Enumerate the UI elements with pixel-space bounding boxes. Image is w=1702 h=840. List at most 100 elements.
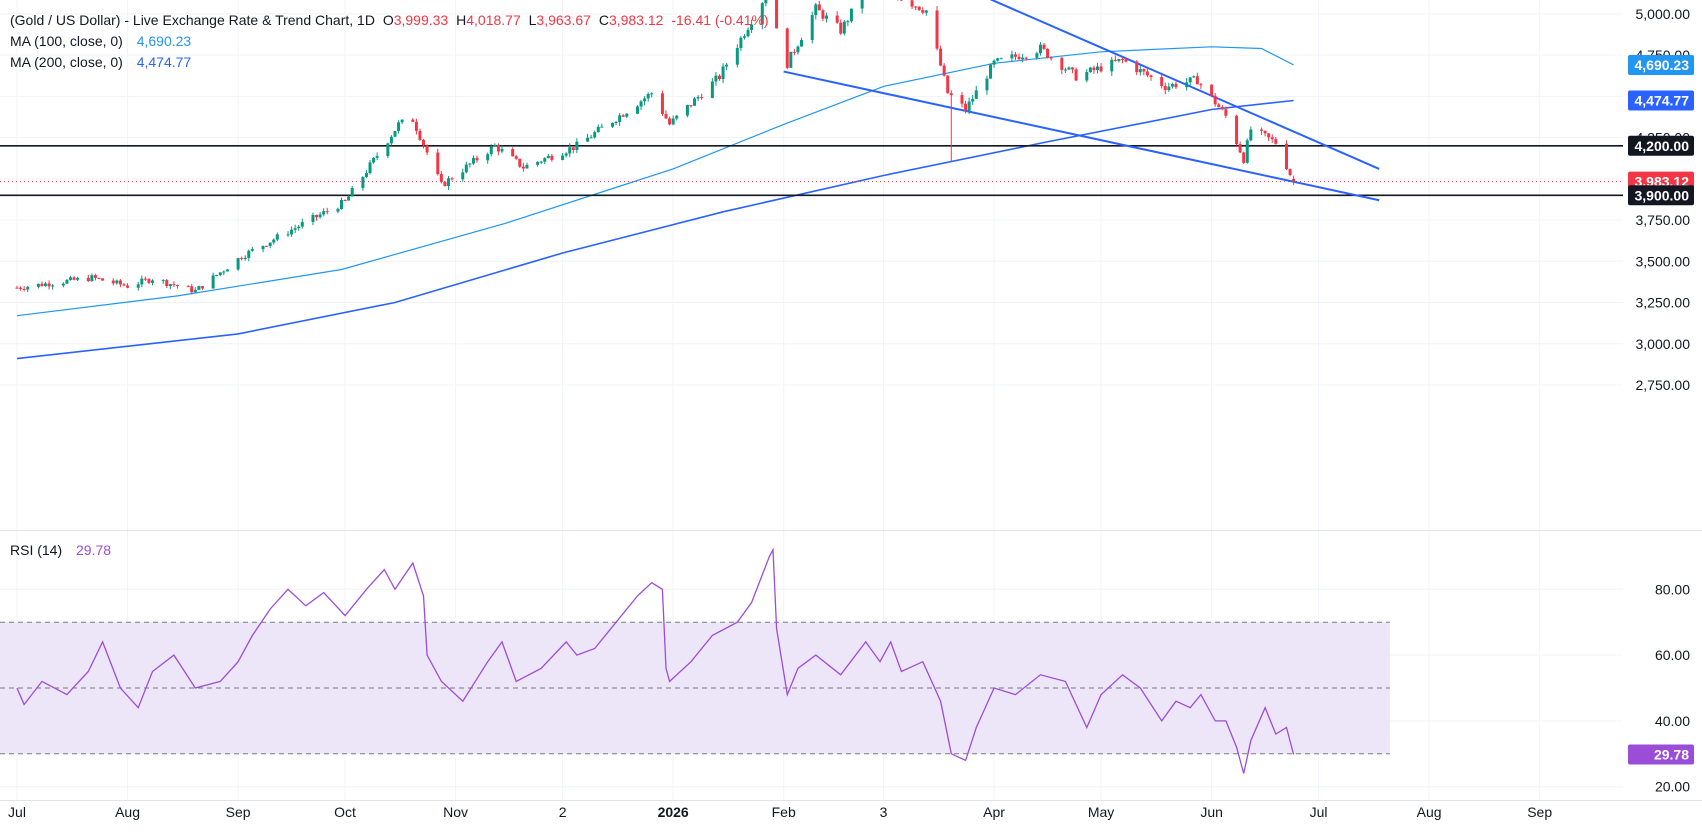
rsi-y-tick-label: 80.00 (1655, 581, 1690, 597)
candle-body (90, 275, 93, 281)
candle-body (722, 66, 725, 79)
candle-body (572, 147, 575, 150)
rsi-y-tick-label: 40.00 (1655, 713, 1690, 729)
candle-body (215, 275, 218, 276)
candle-body (675, 116, 678, 119)
candle-body (1114, 60, 1117, 61)
chart-title: (Gold / US Dollar) - Live Exchange Rate … (10, 12, 375, 28)
candle-body (611, 123, 614, 127)
candlesticks (16, 0, 1296, 294)
ma100-legend: MA (100, close, 0) 4,690.23 (10, 33, 195, 49)
candle-body (540, 162, 543, 163)
candle-body (1224, 109, 1227, 115)
candle-body (426, 145, 429, 152)
candle-body (1025, 58, 1028, 59)
candle-body (162, 280, 165, 281)
candle-body (1021, 58, 1024, 59)
candle-body (1046, 49, 1049, 58)
candle-body (590, 137, 593, 138)
candle-body (971, 99, 974, 102)
candle-body (597, 127, 600, 132)
candle-body (921, 10, 924, 13)
candle-body (861, 0, 864, 9)
candle-body (789, 52, 792, 68)
candle-body (1199, 84, 1202, 85)
candle-body (436, 152, 439, 174)
candle-body (536, 162, 539, 165)
candle-body (936, 10, 939, 48)
ma200-value: 4,474.77 (137, 54, 192, 70)
candle-body (647, 94, 650, 98)
candle-body (194, 290, 197, 292)
rsi-label-text: 29.78 (1654, 747, 1689, 763)
candle-body (1089, 68, 1092, 72)
candle-body (347, 197, 350, 201)
candle-body (821, 10, 824, 18)
y-tick-label: 3,250.00 (1636, 295, 1691, 311)
candle-body (62, 284, 65, 286)
candle-body (1196, 76, 1199, 84)
candle-body (73, 277, 76, 279)
candle-body (212, 275, 215, 288)
close-label: C (599, 12, 609, 28)
candle-body (1075, 69, 1078, 80)
candle-body (939, 49, 942, 66)
candle-body (796, 47, 799, 53)
x-tick-label: Sep (1527, 804, 1552, 820)
candle-body (294, 228, 297, 230)
candle-body (240, 258, 243, 259)
candle-body (386, 143, 389, 156)
candle-body (443, 182, 446, 186)
candle-body (714, 76, 717, 82)
candle-body (946, 76, 949, 94)
candle-body (640, 101, 643, 106)
x-tick-label: May (1088, 804, 1114, 820)
candle-body (169, 284, 172, 286)
candle-body (686, 105, 689, 116)
candle-body (1064, 69, 1067, 70)
candle-body (365, 173, 368, 177)
candle-body (718, 76, 721, 79)
candle-body (843, 22, 846, 34)
candle-body (176, 285, 179, 286)
candle-body (272, 240, 275, 243)
candle-body (743, 36, 746, 38)
candle-body (643, 98, 646, 101)
candle-body (1164, 86, 1167, 90)
candle-body (1142, 69, 1145, 71)
candle-body (1289, 169, 1292, 175)
candle-body (1121, 59, 1124, 60)
candle-body (1117, 59, 1120, 61)
price-label-text: 4,474.77 (1635, 92, 1690, 108)
x-tick-label: Jul (1310, 804, 1328, 820)
price-label-text: 3,900.00 (1635, 187, 1690, 203)
candle-body (918, 7, 921, 10)
x-tick-label: Jun (1200, 804, 1223, 820)
candle-body (700, 97, 703, 98)
candle-body (40, 284, 43, 286)
candle-body (440, 174, 443, 182)
price-label-text: 4,200.00 (1635, 138, 1690, 154)
candle-body (561, 156, 564, 160)
candle-body (19, 288, 22, 289)
candle-body (672, 119, 675, 125)
candle-body (1125, 59, 1128, 61)
rsi-band (0, 622, 1390, 754)
candle-body (112, 281, 115, 284)
candle-body (140, 279, 143, 285)
candle-body (736, 48, 739, 65)
y-tick-label: 3,000.00 (1636, 336, 1691, 352)
candle-body (418, 131, 421, 140)
candle-body (369, 162, 372, 173)
candle-body (1067, 67, 1070, 69)
candle-body (451, 178, 454, 179)
candle-body (1271, 137, 1274, 139)
candle-body (725, 65, 728, 67)
candle-body (351, 188, 354, 197)
candle-body (269, 243, 272, 246)
candle-body (1014, 54, 1017, 56)
candle-body (1135, 62, 1138, 73)
rsi-y-tick-label: 60.00 (1655, 647, 1690, 663)
candle-body (850, 9, 853, 22)
